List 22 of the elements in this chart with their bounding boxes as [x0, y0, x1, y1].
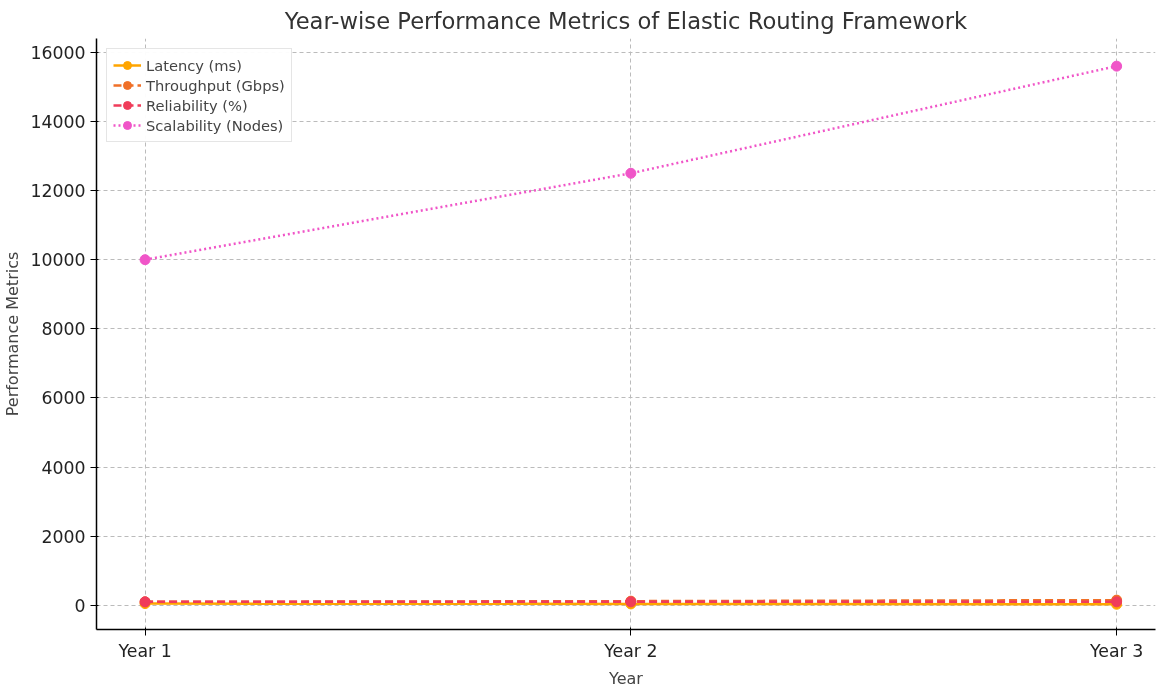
legend-label: Throughput (Gbps)	[146, 76, 285, 94]
legend-label: Latency (ms)	[146, 56, 242, 74]
y-tick-label: 8000	[41, 319, 86, 340]
y-tick-label: 12000	[30, 181, 86, 202]
x-tick-label: Year 3	[1089, 640, 1144, 661]
legend-label: Reliability (%)	[146, 96, 248, 114]
point	[139, 254, 151, 266]
y-tick-label: 14000	[30, 111, 86, 132]
y-tick-label: 10000	[30, 250, 86, 271]
x-tick-label: Year 2	[603, 640, 658, 661]
y-tick-label: 2000	[41, 526, 86, 547]
x-tick-label: Year 1	[117, 640, 172, 661]
y-tick-label: 0	[74, 595, 86, 616]
y-tick-label: 6000	[41, 388, 86, 409]
chart-title: Year-wise Performance Metrics of Elastic Routing Framework	[283, 7, 969, 34]
y-axis-title: Performance Metrics	[3, 251, 23, 417]
x-axis-title: Year	[608, 668, 644, 688]
y-tick-label: 16000	[30, 42, 86, 63]
point	[625, 167, 637, 179]
y-tick-label: 4000	[41, 457, 86, 478]
point	[1111, 60, 1123, 72]
legend-label: Scalability (Nodes)	[146, 116, 284, 134]
